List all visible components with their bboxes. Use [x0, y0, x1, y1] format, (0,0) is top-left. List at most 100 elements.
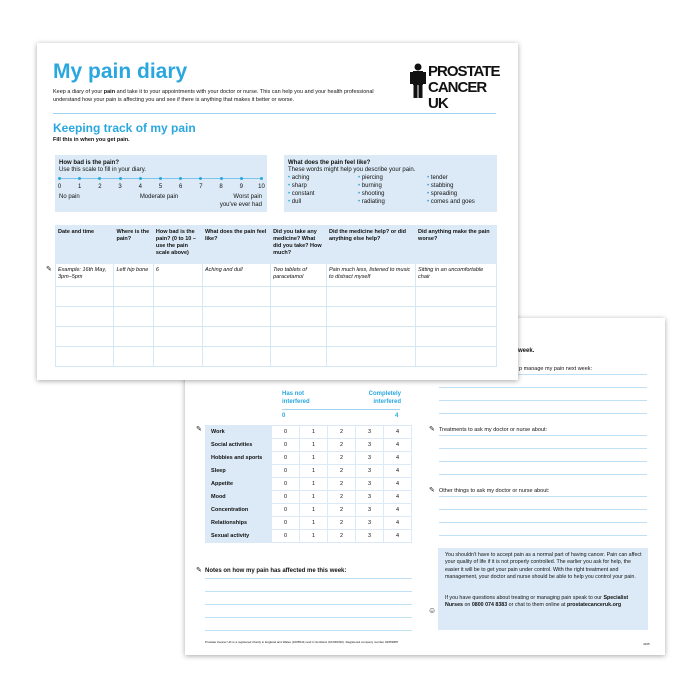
- rating-option[interactable]: 0: [271, 464, 300, 478]
- section-title: Keeping track of my pain: [53, 121, 196, 135]
- rating-option[interactable]: 1: [299, 503, 328, 517]
- website-link[interactable]: prostatecanceruk.org: [566, 602, 622, 609]
- rating-option[interactable]: 1: [299, 490, 328, 504]
- activity-label: Work: [205, 425, 272, 439]
- entry-cell[interactable]: [415, 326, 497, 347]
- scale-tick: 4: [138, 184, 142, 190]
- pencil-icon: ✎: [429, 426, 435, 433]
- entry-cell[interactable]: [325, 346, 417, 367]
- rating-option[interactable]: 3: [355, 425, 384, 439]
- entry-cell[interactable]: [270, 326, 327, 347]
- entry-cell[interactable]: [113, 346, 154, 367]
- entry-cell[interactable]: [325, 286, 417, 307]
- rating-option[interactable]: 3: [355, 529, 384, 543]
- example-cell: 6: [152, 263, 203, 287]
- rating-option[interactable]: 4: [383, 529, 412, 543]
- entry-cell[interactable]: [54, 326, 115, 347]
- rating-option[interactable]: 2: [327, 516, 356, 530]
- table-row: Mood 0 1 2 3 4: [205, 490, 412, 504]
- rating-option[interactable]: 0: [271, 438, 300, 452]
- rating-option[interactable]: 4: [383, 464, 412, 478]
- entry-cell[interactable]: [113, 306, 154, 327]
- rating-option[interactable]: 3: [355, 516, 384, 530]
- rating-option[interactable]: 4: [383, 477, 412, 491]
- pain-words-box: What does the pain feel like? These word…: [284, 155, 497, 212]
- entry-cell[interactable]: [152, 326, 203, 347]
- entry-cell[interactable]: [270, 306, 327, 327]
- entry-cell[interactable]: [113, 286, 154, 307]
- rating-option[interactable]: 0: [271, 490, 300, 504]
- rating-option[interactable]: 4: [383, 490, 412, 504]
- table-row: [54, 346, 497, 367]
- entry-cell[interactable]: [54, 306, 115, 327]
- entry-cell[interactable]: [415, 306, 497, 327]
- scale-tick: 7: [199, 184, 203, 190]
- page-code: 4105: [643, 642, 650, 646]
- rating-option[interactable]: 1: [299, 529, 328, 543]
- rating-option[interactable]: 1: [299, 464, 328, 478]
- entry-cell[interactable]: [152, 306, 203, 327]
- info-text: You shouldn't have to accept pain as a n…: [445, 552, 642, 581]
- scale-dot: [138, 177, 142, 180]
- rating-option[interactable]: 4: [383, 451, 412, 465]
- rating-option[interactable]: 2: [327, 464, 356, 478]
- rating-option[interactable]: 0: [271, 516, 300, 530]
- rating-option[interactable]: 4: [383, 438, 412, 452]
- contact-text: If you have questions about treating or …: [445, 595, 629, 609]
- rating-option[interactable]: 4: [383, 425, 412, 439]
- scale-dot: [78, 177, 82, 180]
- rating-option[interactable]: 2: [327, 425, 356, 439]
- rating-option[interactable]: 1: [299, 425, 328, 439]
- rating-option[interactable]: 3: [355, 490, 384, 504]
- rating-option[interactable]: 0: [271, 503, 300, 517]
- example-cell: Left hip bone: [113, 263, 154, 287]
- entry-cell[interactable]: [270, 346, 327, 367]
- rating-option[interactable]: 3: [355, 503, 384, 517]
- entry-cell[interactable]: [201, 306, 272, 327]
- rating-option[interactable]: 2: [327, 490, 356, 504]
- rating-option[interactable]: 2: [327, 503, 356, 517]
- entry-cell[interactable]: [201, 286, 272, 307]
- entry-cell[interactable]: [54, 346, 115, 367]
- activity-label: Sleep: [205, 464, 272, 478]
- entry-cell[interactable]: [201, 326, 272, 347]
- activity-label: Hobbies and sports: [205, 451, 272, 465]
- entry-cell[interactable]: [325, 306, 417, 327]
- scale-tick: 6: [179, 184, 183, 190]
- pain-word: comes and goes: [427, 198, 475, 206]
- rating-option[interactable]: 0: [271, 529, 300, 543]
- rating-option[interactable]: 2: [327, 451, 356, 465]
- rating-option[interactable]: 2: [327, 477, 356, 491]
- entry-cell[interactable]: [325, 326, 417, 347]
- entry-cell[interactable]: [54, 286, 115, 307]
- activity-label: Relationships: [205, 516, 272, 530]
- entry-cell[interactable]: [415, 346, 497, 367]
- rating-option[interactable]: 2: [327, 438, 356, 452]
- rating-option[interactable]: 0: [271, 477, 300, 491]
- table-row: Sexual activity 0 1 2 3 4: [205, 529, 412, 543]
- pain-diary-table: Date and time Where is the pain? How bad i…: [54, 225, 497, 367]
- rating-option[interactable]: 3: [355, 438, 384, 452]
- entry-cell[interactable]: [270, 286, 327, 307]
- rating-option[interactable]: 4: [383, 503, 412, 517]
- entry-cell[interactable]: [201, 346, 272, 367]
- rating-option[interactable]: 0: [271, 425, 300, 439]
- entry-cell[interactable]: [113, 326, 154, 347]
- pain-word: dull: [288, 198, 314, 206]
- rating-option[interactable]: 3: [355, 451, 384, 465]
- scale-dot: [118, 177, 122, 180]
- rating-option[interactable]: 1: [299, 451, 328, 465]
- entry-cell[interactable]: [415, 286, 497, 307]
- front-page: My pain diary Keep a diary of your pain …: [37, 43, 518, 380]
- entry-cell[interactable]: [152, 286, 203, 307]
- rating-option[interactable]: 1: [299, 477, 328, 491]
- entry-cell[interactable]: [152, 346, 203, 367]
- rating-option[interactable]: 1: [299, 438, 328, 452]
- rating-option[interactable]: 3: [355, 464, 384, 478]
- rating-option[interactable]: 0: [271, 451, 300, 465]
- table-row: Sleep 0 1 2 3 4: [205, 464, 412, 478]
- rating-option[interactable]: 4: [383, 516, 412, 530]
- rating-option[interactable]: 2: [327, 529, 356, 543]
- rating-option[interactable]: 1: [299, 516, 328, 530]
- rating-option[interactable]: 3: [355, 477, 384, 491]
